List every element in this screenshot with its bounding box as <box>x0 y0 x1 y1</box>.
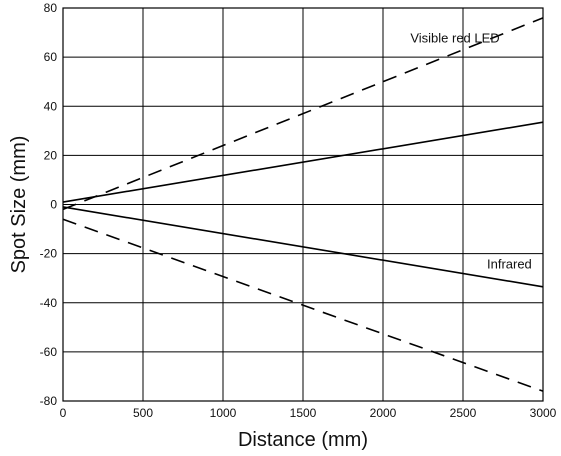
series-line-2 <box>62 121 544 203</box>
annotation-label: Visible red LED <box>410 30 499 45</box>
x-tick-label: 1000 <box>210 406 237 420</box>
x-tick-label: 3000 <box>530 406 557 420</box>
y-tick-label: 20 <box>44 148 58 162</box>
y-tick-label: -40 <box>40 296 58 310</box>
x-tick-label: 2000 <box>370 406 397 420</box>
series-layer <box>62 17 544 392</box>
y-tick-label: -60 <box>40 345 58 359</box>
x-tick-label: 0 <box>60 406 67 420</box>
y-tick-label: -80 <box>40 394 58 408</box>
y-tick-label: 80 <box>44 1 58 15</box>
series-line-1 <box>62 17 544 211</box>
tick-layer: 0 500 1000 1500 2000 2500 3000 -80 -60 -40 -20 0 20 4… <box>40 1 557 420</box>
y-tick-label: -20 <box>40 247 58 261</box>
y-tick-label: 0 <box>50 198 57 212</box>
annotation-layer: Visible red LED Infrared <box>410 30 531 271</box>
annotation-label: Infrared <box>487 256 532 271</box>
series-line-4 <box>62 218 544 392</box>
x-tick-label: 500 <box>133 406 153 420</box>
x-tick-label: 2500 <box>450 406 477 420</box>
grid-layer <box>62 7 544 402</box>
x-axis-label: Distance (mm) <box>238 429 368 451</box>
x-tick-label: 1500 <box>290 406 317 420</box>
y-tick-label: 40 <box>44 99 58 113</box>
plot-frame <box>62 7 544 402</box>
series-line-3 <box>62 206 544 288</box>
y-tick-label: 60 <box>44 50 58 64</box>
y-axis-label: Spot Size (mm) <box>8 136 30 274</box>
